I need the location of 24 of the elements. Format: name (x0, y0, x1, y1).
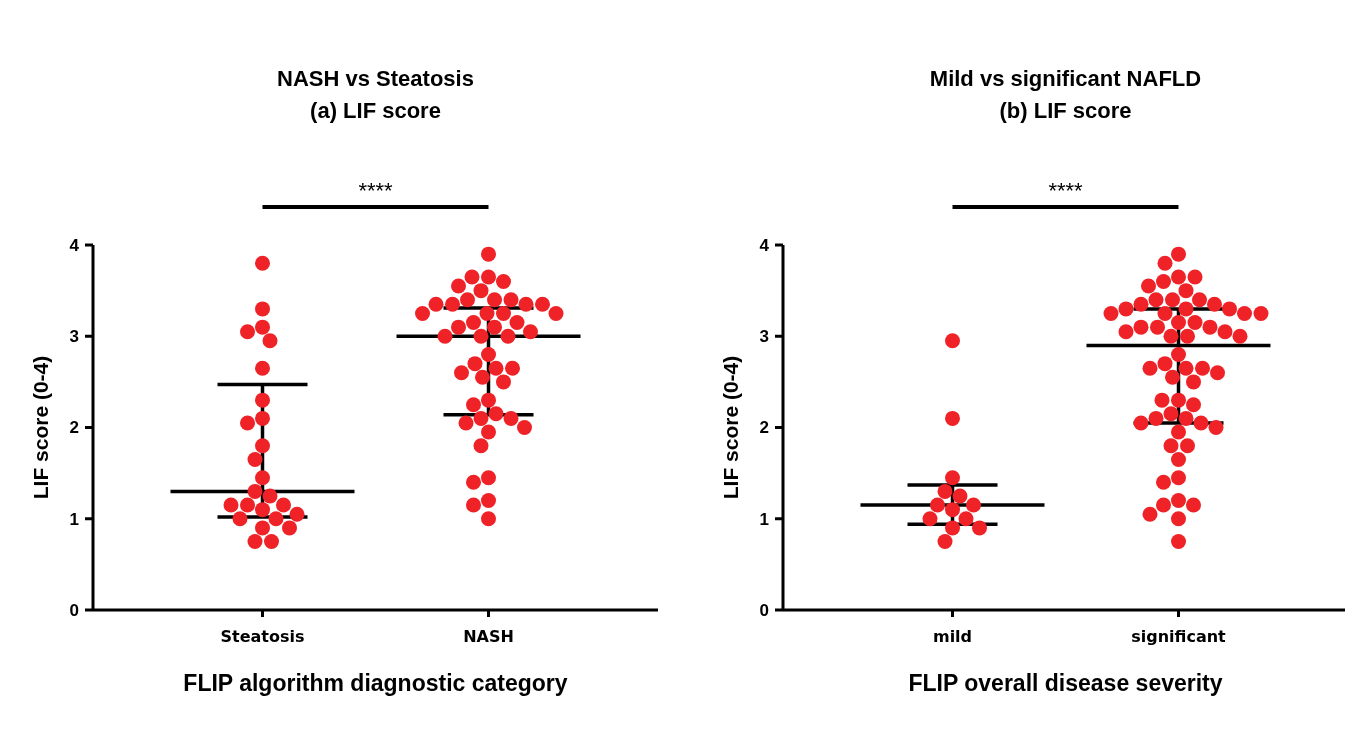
x-tick-label: NASH (463, 627, 514, 646)
y-axis-title: LIF score (0-4) (719, 355, 742, 500)
x-axis-title: FLIP algorithm diagnostic category (183, 670, 568, 696)
y-tick-label: 1 (69, 509, 79, 529)
chart-subtitle: (a) LIF score (310, 98, 441, 123)
chart-title: NASH vs Steatosis (277, 66, 474, 91)
y-tick-label: 2 (69, 418, 79, 438)
x-tick-label: Steatosis (220, 627, 305, 646)
y-tick-label: 4 (69, 235, 80, 255)
y-tick-label: 3 (759, 327, 769, 347)
text: **** (1048, 178, 1084, 203)
y-tick-label: 0 (69, 600, 79, 620)
x-tick-label: significant (1131, 627, 1227, 646)
y-tick-label: 1 (759, 509, 769, 529)
x-axis-title: FLIP overall disease severity (908, 670, 1223, 696)
chart-subtitle: (b) LIF score (999, 98, 1132, 123)
y-tick-label: 3 (69, 327, 79, 347)
y-tick-label: 2 (759, 418, 769, 438)
y-tick-label: 4 (759, 235, 770, 255)
y-axis-title: LIF score (0-4) (29, 355, 52, 500)
x-tick-label: mild (932, 627, 973, 646)
y-tick-label: 0 (759, 600, 769, 620)
text: **** (358, 178, 394, 203)
chart-title: Mild vs significant NAFLD (929, 66, 1202, 91)
